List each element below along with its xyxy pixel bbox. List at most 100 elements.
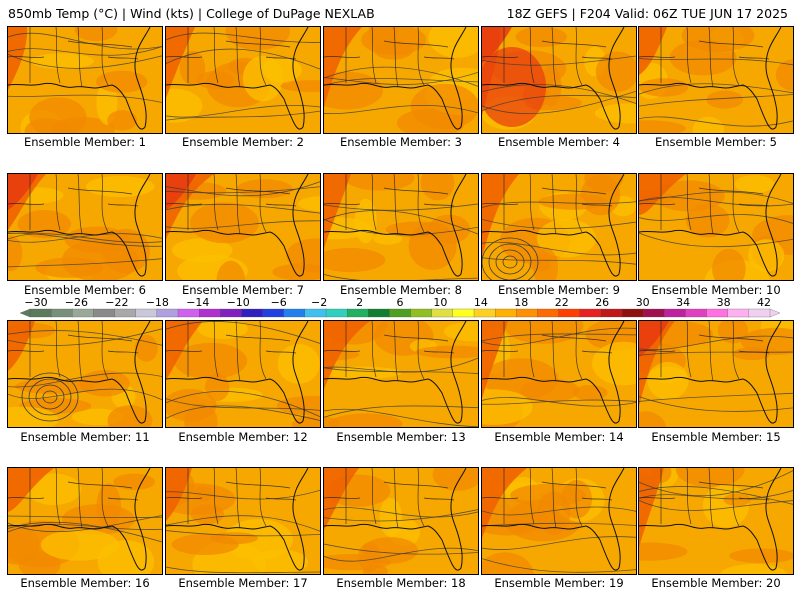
coastline xyxy=(639,27,782,130)
state-border xyxy=(77,321,83,382)
temperature-patch xyxy=(74,27,118,42)
state-border xyxy=(55,321,61,378)
contour-line xyxy=(35,384,65,410)
state-border xyxy=(698,481,764,489)
contour-line xyxy=(324,408,478,427)
contour-line xyxy=(324,273,478,280)
hot-region xyxy=(482,174,519,257)
temperature-patch xyxy=(572,385,608,401)
state-border xyxy=(166,203,203,205)
colorbar-swatch xyxy=(537,308,560,318)
ensemble-member-map xyxy=(481,320,637,428)
colorbar-tick-label: 42 xyxy=(757,296,771,309)
ensemble-member-label: Ensemble Member: 16 xyxy=(20,576,150,590)
state-border xyxy=(235,174,241,235)
contour-line xyxy=(482,84,636,104)
temperature-patch xyxy=(107,110,138,131)
colorbar-swatch xyxy=(473,308,496,318)
temperature-patch xyxy=(40,529,119,561)
temperature-colorbar: −30 −26 −22 −18 −14 −10 −6 −2 2 6 10 14 18 22 26 30 34 38… xyxy=(19,296,781,318)
temperature-patch xyxy=(171,534,239,555)
temperature-patch xyxy=(712,248,746,280)
contour-line xyxy=(324,367,478,374)
state-border xyxy=(541,187,607,195)
state-border xyxy=(708,27,714,88)
colorbar-tick-label: −2 xyxy=(311,296,327,309)
ensemble-member-label: Ensemble Member: 20 xyxy=(651,576,781,590)
contour-line xyxy=(639,335,793,351)
state-border xyxy=(417,174,425,233)
colorbar-swatch xyxy=(346,308,369,318)
temperature-patch xyxy=(276,395,320,416)
ensemble-member-label: Ensemble Member: 15 xyxy=(651,430,781,444)
temperature-patch xyxy=(29,97,87,133)
ensemble-member-label: Ensemble Member: 10 xyxy=(651,283,781,297)
temperature-patch xyxy=(428,27,478,58)
temperature-patch xyxy=(520,378,580,403)
ensemble-member-label: Ensemble Member: 17 xyxy=(178,576,308,590)
state-border xyxy=(686,468,692,525)
ensemble-member-label: Ensemble Member: 1 xyxy=(24,135,146,149)
coastline xyxy=(324,321,467,424)
colorbar-tick-label: 10 xyxy=(433,296,447,309)
contour-line xyxy=(495,249,525,275)
colorbar-swatch xyxy=(368,308,391,318)
state-border xyxy=(77,174,83,235)
temperature-patch xyxy=(594,103,636,124)
contour-line xyxy=(166,398,320,411)
temperature-patch xyxy=(96,70,148,93)
contour-line xyxy=(482,257,636,265)
contour-line xyxy=(166,181,320,197)
temperature-patch xyxy=(647,361,689,400)
temperature-field xyxy=(8,174,162,280)
ensemble-member-map xyxy=(7,173,163,281)
ensemble-member-map xyxy=(638,320,794,428)
state-border xyxy=(732,321,740,380)
state-border xyxy=(77,468,83,529)
contour-line xyxy=(8,523,162,533)
temperature-patch xyxy=(639,542,688,561)
state-border xyxy=(529,27,535,84)
temperature-patch xyxy=(775,59,793,91)
coastline xyxy=(166,321,309,424)
contour-line xyxy=(42,390,58,404)
state-border xyxy=(67,40,133,48)
hot-region xyxy=(482,468,527,538)
state-border xyxy=(686,27,692,84)
state-border xyxy=(551,174,557,235)
state-border xyxy=(575,27,583,86)
colorbar-swatch xyxy=(29,308,52,318)
state-border xyxy=(639,203,676,205)
colorbar-tick-label: 26 xyxy=(595,296,609,309)
coastline xyxy=(8,468,151,571)
colorbar-swatch xyxy=(262,308,285,318)
state-border xyxy=(8,56,45,58)
state-border xyxy=(8,203,45,205)
temperature-patch xyxy=(236,179,293,199)
ensemble-member-map xyxy=(638,173,794,281)
state-border xyxy=(393,27,399,88)
state-border xyxy=(482,497,519,499)
state-border xyxy=(324,203,361,205)
temperature-patch xyxy=(190,202,259,244)
temperature-patch xyxy=(134,334,158,362)
colorbar-swatch xyxy=(706,308,729,318)
hot-region xyxy=(324,321,370,389)
contour-line xyxy=(639,58,793,66)
contour-line xyxy=(324,210,478,235)
temperature-patch xyxy=(362,537,418,564)
colorbar-swatch xyxy=(558,308,581,318)
state-border xyxy=(324,56,361,58)
temperature-field xyxy=(482,174,636,280)
colorbar-swatch xyxy=(72,308,95,318)
temperature-patch xyxy=(8,235,23,272)
state-border xyxy=(213,321,219,378)
ensemble-member-label: Ensemble Member: 13 xyxy=(336,430,466,444)
temperature-patch xyxy=(748,239,785,272)
contour-line xyxy=(8,45,162,56)
temperature-field xyxy=(8,321,162,427)
contour-line xyxy=(502,255,518,269)
contour-line xyxy=(482,55,636,66)
ensemble-member-map xyxy=(165,173,321,281)
contour-line xyxy=(166,321,320,344)
